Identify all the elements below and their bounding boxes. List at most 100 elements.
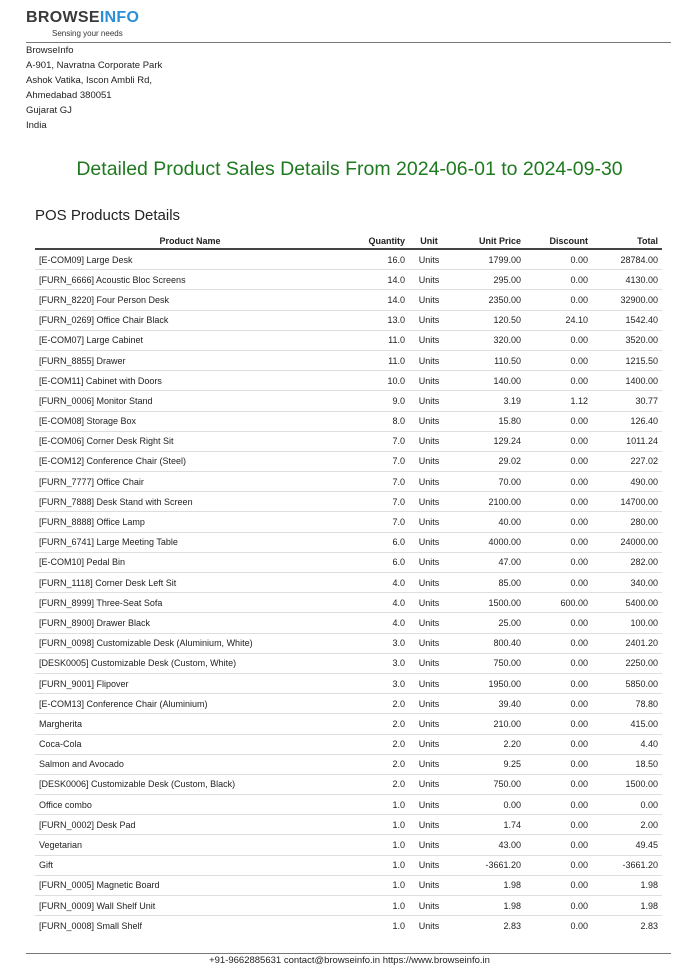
cell-discount: 0.00 [525, 329, 592, 351]
cell-unit: Units [409, 370, 449, 391]
cell-unit: Units [409, 551, 449, 573]
cell-product-name: Vegetarian [35, 834, 345, 856]
cell-discount: 24.10 [525, 309, 592, 331]
cell-total: 340.00 [592, 571, 662, 593]
cell-total: 4.40 [592, 733, 662, 755]
cell-quantity: 3.0 [345, 632, 409, 654]
cell-total: 1500.00 [592, 773, 662, 795]
cell-quantity: 2.0 [345, 733, 409, 755]
cell-product-name: [FURN_0269] Office Chair Black [35, 309, 345, 331]
cell-unit-price: 25.00 [449, 612, 525, 634]
cell-total: 5400.00 [592, 592, 662, 613]
table-row: Coca-Cola 2.0 Units 2.20 0.00 4.40 [35, 733, 662, 755]
cell-product-name: [FURN_8855] Drawer [35, 349, 345, 371]
cell-unit: Units [409, 511, 449, 533]
cell-discount: 0.00 [525, 269, 592, 290]
cell-total: 2.00 [592, 814, 662, 835]
cell-unit-price: 2350.00 [449, 289, 525, 311]
cell-product-name: [FURN_8900] Drawer Black [35, 612, 345, 634]
section-title: POS Products Details [35, 207, 181, 224]
cell-total: 18.50 [592, 753, 662, 775]
company-address: BrowseInfo A-901, Navratna Corporate Par… [26, 43, 162, 133]
footer-contact: +91-9662885631 contact@browseinfo.in htt… [209, 955, 490, 966]
cell-quantity: 13.0 [345, 309, 409, 331]
cell-quantity: 4.0 [345, 612, 409, 634]
table-row: [E-COM07] Large Cabinet 11.0 Units 320.00 0.… [35, 329, 662, 351]
table-row: [FURN_7888] Desk Stand with Screen 7.0 Uni… [35, 491, 662, 512]
cell-discount: 0.00 [525, 874, 592, 896]
table-row: [FURN_0002] Desk Pad 1.0 Units 1.74 0.00 2.00 [35, 814, 662, 835]
cell-discount: 0.00 [525, 289, 592, 311]
cell-quantity: 6.0 [345, 531, 409, 553]
cell-unit-price: 47.00 [449, 551, 525, 573]
cell-unit-price: -3661.20 [449, 854, 525, 876]
cell-discount: 0.00 [525, 349, 592, 371]
cell-discount: 0.00 [525, 652, 592, 674]
cell-unit: Units [418, 254, 440, 265]
address-country: India [26, 120, 47, 131]
cell-unit: Units [409, 693, 449, 714]
cell-product-name: [E-COM11] Cabinet with Doors [35, 370, 345, 391]
cell-unit: Units [409, 713, 449, 734]
cell-total: 415.00 [592, 713, 662, 734]
cell-unit-price: 3.19 [449, 390, 525, 411]
cell-product-name: Salmon and Avocado [35, 753, 345, 775]
cell-total: 1400.00 [592, 370, 662, 391]
cell-unit: Units [409, 571, 449, 593]
table-row: [FURN_8220] Four Person Desk 14.0 Units 235… [35, 289, 662, 311]
cell-product-name: [FURN_1118] Corner Desk Left Sit [35, 571, 345, 593]
cell-quantity: 7.0 [345, 430, 409, 452]
cell-discount: 0.00 [525, 693, 592, 714]
cell-total: -3661.20 [592, 854, 662, 876]
logo-wordmark: BROWSEINFO [26, 10, 139, 26]
cell-unit-price: 120.50 [449, 309, 525, 331]
cell-quantity: 8.0 [345, 410, 409, 432]
table-row: [E-COM09] Large Desk 16.0 Units 1799.00 0.00… [35, 249, 662, 270]
cell-quantity: 14.0 [345, 289, 409, 311]
cell-quantity: 1.0 [345, 814, 409, 835]
cell-quantity: 1.0 [345, 854, 409, 876]
report-title: Detailed Product Sales Details From 2024… [76, 158, 623, 180]
cell-total: 0.00 [592, 794, 662, 815]
header-total: Total [592, 233, 662, 250]
cell-product-name: [FURN_0009] Wall Shelf Unit [35, 894, 345, 916]
cell-total: 227.02 [592, 450, 662, 472]
cell-product-name: [FURN_0006] Monitor Stand [35, 390, 345, 411]
cell-product-name: [FURN_7777] Office Chair [35, 471, 345, 492]
cell-unit: Units [409, 410, 449, 432]
cell-unit-price: 129.24 [449, 430, 525, 452]
cell-quantity: 7.0 [345, 511, 409, 533]
cell-discount: 1.12 [525, 390, 592, 411]
cell-quantity: 1.0 [345, 794, 409, 815]
cell-unit: Units [409, 390, 449, 411]
cell-product-name: [FURN_8220] Four Person Desk [35, 289, 345, 311]
cell-quantity: 6.0 [345, 551, 409, 573]
cell-unit-price: 1500.00 [449, 592, 525, 613]
cell-unit-price: 750.00 [449, 773, 525, 795]
cell-unit-price: 39.40 [449, 693, 525, 714]
cell-unit-price: 320.00 [449, 329, 525, 351]
cell-discount: 0.00 [525, 531, 592, 553]
cell-product-name: [FURN_0002] Desk Pad [35, 814, 345, 835]
header-discount: Discount [525, 233, 592, 250]
cell-unit: Units [409, 430, 449, 452]
cell-unit-price: 4000.00 [449, 531, 525, 553]
cell-unit: Units [409, 733, 449, 755]
cell-product-name: [FURN_8999] Three-Seat Sofa [35, 592, 345, 613]
cell-product-name: [FURN_6741] Large Meeting Table [35, 531, 345, 553]
cell-total: 28784.00 [620, 254, 658, 265]
cell-total: 1011.24 [592, 430, 662, 452]
cell-discount: 0.00 [525, 450, 592, 472]
cell-total: 5850.00 [592, 672, 662, 694]
cell-unit: Units [409, 612, 449, 634]
cell-unit: Units [409, 894, 449, 916]
logo-brand-part1: BROWSE [26, 9, 100, 26]
cell-unit: Units [409, 773, 449, 795]
cell-total: 2401.20 [592, 632, 662, 654]
cell-quantity: 2.0 [345, 753, 409, 775]
cell-unit-price: 750.00 [449, 652, 525, 674]
cell-discount: 0.00 [525, 370, 592, 391]
cell-unit: Units [409, 592, 449, 613]
cell-total: 1215.50 [592, 349, 662, 371]
header-unit: Unit [409, 233, 449, 250]
